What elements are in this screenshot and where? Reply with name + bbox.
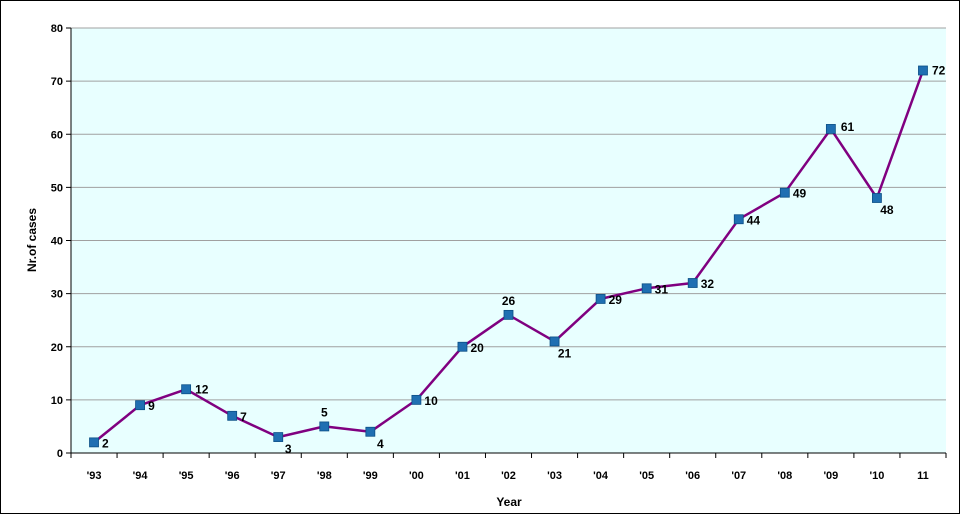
data-point: [918, 65, 928, 76]
data-label: 3: [285, 442, 292, 456]
data-point: [595, 294, 606, 304]
data-point: [273, 432, 284, 442]
gridlines: [71, 27, 946, 401]
data-label: 49: [793, 187, 807, 201]
y-tick-label: 30: [51, 289, 63, 301]
data-point: [825, 124, 836, 134]
data-label: 29: [609, 293, 623, 307]
data-point: [365, 426, 376, 437]
data-label: 31: [655, 282, 669, 296]
y-tick-label: 20: [51, 342, 63, 354]
y-tick-label: 10: [51, 395, 63, 407]
data-label: 7: [240, 410, 247, 424]
data-point: [89, 437, 99, 448]
data-label: 10: [424, 394, 438, 408]
y-tick-label: 40: [51, 236, 63, 248]
data-label: 48: [880, 203, 894, 217]
data-point: [641, 283, 652, 294]
x-axis-title: Year: [496, 495, 522, 509]
data-point: [549, 336, 560, 347]
x-tick-label: '94: [133, 470, 149, 482]
x-tick-label: '07: [731, 470, 746, 482]
data-point: [779, 187, 790, 198]
y-tick-label: 70: [51, 76, 63, 88]
y-tick-label: 50: [51, 182, 63, 194]
series-group: [89, 65, 928, 448]
x-tick-label: '00: [409, 470, 424, 482]
x-tick-label: '09: [823, 470, 838, 482]
data-label: 21: [558, 346, 572, 360]
y-tick-labels: 0 10 20 30 40 50 60 70 80: [51, 23, 63, 460]
data-point: [872, 193, 882, 203]
data-label: 20: [470, 341, 484, 355]
x-tick-label: '05: [639, 470, 654, 482]
x-tick-label: '99: [363, 470, 378, 482]
data-label: 12: [195, 382, 209, 396]
data-point: [319, 421, 330, 432]
data-label: 4: [377, 437, 384, 451]
x-tick-label: '01: [455, 470, 470, 482]
y-tick-label: 80: [51, 23, 63, 35]
x-tick-label: '03: [547, 470, 562, 482]
x-tick-label: '04: [593, 470, 609, 482]
data-point: [687, 278, 698, 288]
data-point: [457, 341, 468, 352]
x-tick-label: '10: [869, 470, 884, 482]
x-tick-label: '96: [225, 470, 240, 482]
data-point: [135, 400, 145, 411]
data-point: [733, 214, 744, 225]
data-point: [181, 384, 192, 395]
y-axis-title: Nr.of cases: [25, 208, 39, 272]
x-tick-label: 11: [917, 470, 929, 482]
x-tick-label: '06: [685, 470, 700, 482]
x-tick-labels: '93 '94 '95 '96 '97 '98 '99 '00 '01 '02 '03 '04 '05 '…: [87, 470, 929, 482]
data-point: [503, 309, 514, 320]
data-label: 2: [102, 436, 109, 450]
data-label: 61: [841, 120, 855, 134]
data-label: 72: [932, 64, 946, 78]
data-label: 5: [321, 405, 328, 419]
x-tick-label: '98: [317, 470, 332, 482]
data-label: 9: [148, 399, 155, 413]
x-tick-label: '97: [271, 470, 286, 482]
axes: [66, 27, 947, 458]
data-label: 32: [701, 277, 715, 291]
y-tick-label: 60: [51, 129, 63, 141]
x-tick-label: '08: [777, 470, 792, 482]
x-tick-label: '93: [87, 470, 102, 482]
data-label: 26: [502, 294, 516, 308]
data-label: 44: [747, 213, 761, 227]
x-tick-label: '02: [501, 470, 516, 482]
data-point: [411, 394, 422, 405]
y-tick-label: 0: [57, 448, 63, 460]
data-point: [227, 410, 238, 421]
x-tick-label: '95: [179, 470, 194, 482]
